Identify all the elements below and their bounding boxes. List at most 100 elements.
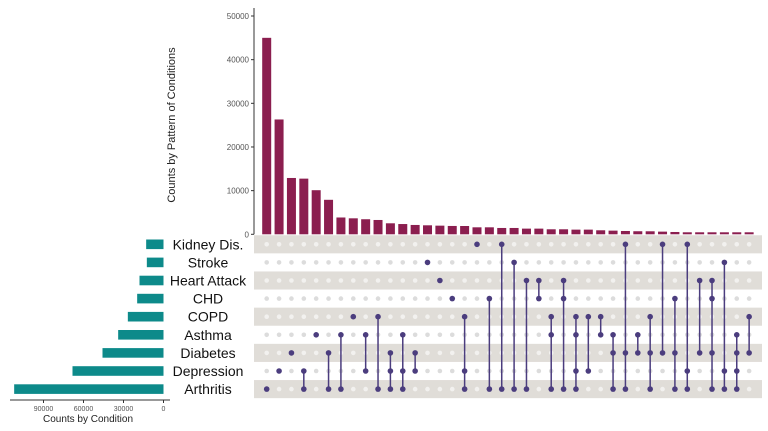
row-stripe: [254, 380, 762, 399]
matrix-dot-active: [523, 277, 530, 284]
matrix-dot-inactive: [338, 260, 344, 265]
intersection-bar: [583, 229, 593, 235]
matrix-dot-inactive: [449, 368, 455, 374]
intersection-bar: [348, 218, 358, 235]
matrix-dot-inactive: [326, 242, 331, 247]
intersection-bar: [299, 178, 309, 235]
matrix-dot-inactive: [301, 332, 307, 338]
matrix-dot-active: [696, 350, 703, 356]
matrix-dot-inactive: [313, 296, 319, 301]
matrix-dot-inactive: [363, 296, 368, 301]
matrix-dot-inactive: [647, 278, 653, 283]
matrix-dot-inactive: [573, 296, 579, 301]
matrix-dot-inactive: [536, 260, 542, 265]
matrix-dot-inactive: [697, 242, 702, 247]
matrix-dot-active: [474, 241, 480, 248]
set-labels: Kidney Dis. Stroke Heart Attack CHD COPD Asth…: [170, 236, 247, 397]
matrix-dot-inactive: [647, 260, 653, 265]
set-size-bar: [14, 384, 164, 394]
matrix-dot-inactive: [709, 242, 715, 247]
matrix-dot-inactive: [635, 242, 641, 247]
intersection-bar: [682, 232, 692, 235]
intersection-bar: [336, 217, 346, 235]
intersection-bar: [658, 231, 668, 235]
matrix-dot-inactive: [425, 296, 430, 301]
row-stripe: [254, 271, 762, 290]
matrix-dot-inactive: [276, 314, 282, 320]
intersection-bar: [620, 230, 630, 235]
intersection-bar: [546, 229, 556, 235]
set-label: Diabetes: [180, 345, 235, 361]
matrix-dot-inactive: [400, 314, 406, 320]
matrix-dot-inactive: [264, 314, 270, 320]
matrix-dot-inactive: [350, 350, 356, 356]
matrix-dot-active: [709, 386, 715, 392]
matrix-dot-inactive: [635, 368, 641, 374]
matrix-dot-inactive: [586, 296, 591, 301]
matrix-dot-inactive: [338, 242, 344, 247]
matrix-dot-inactive: [363, 278, 368, 283]
intersection-bar: [645, 231, 655, 235]
matrix-dot-active: [721, 259, 728, 266]
row-stripe: [254, 307, 762, 326]
matrix-dot-inactive: [548, 296, 554, 301]
matrix-dot-inactive: [363, 386, 368, 392]
matrix-dot-active: [585, 368, 592, 374]
matrix-dot-active: [412, 350, 418, 356]
intersection-bar: [385, 223, 395, 235]
set-label: Kidney Dis.: [173, 236, 244, 252]
matrix-dot-inactive: [350, 332, 356, 338]
matrix-dot-inactive: [487, 260, 492, 265]
matrix-dot-inactive: [561, 260, 566, 265]
matrix-dot-active: [350, 313, 357, 320]
matrix-dot-inactive: [635, 260, 641, 265]
matrix-dot-active: [672, 386, 678, 392]
matrix-dot-inactive: [536, 386, 542, 392]
intersection-bar: [719, 232, 729, 235]
matrix-dot-active: [461, 313, 468, 320]
matrix-dot-inactive: [697, 368, 702, 374]
matrix-dot-inactive: [412, 314, 418, 320]
matrix-dot-inactive: [635, 296, 641, 301]
matrix-dot-inactive: [474, 332, 480, 338]
matrix-dot-inactive: [289, 386, 294, 392]
matrix-dot-inactive: [276, 332, 282, 338]
matrix-dot-inactive: [487, 242, 492, 247]
matrix-dot-inactive: [350, 260, 356, 265]
matrix-dot-inactive: [313, 242, 319, 247]
matrix-dot-inactive: [276, 386, 282, 392]
intersection-bar: [571, 229, 581, 235]
matrix-dot-inactive: [610, 296, 616, 301]
matrix-dot-inactive: [598, 350, 603, 356]
matrix-dot-inactive: [264, 368, 270, 374]
intersection-bar: [398, 224, 408, 235]
intersection-bar: [262, 37, 272, 235]
set-label: Stroke: [188, 254, 229, 270]
intersection-bar: [608, 230, 618, 235]
x-tick-label: 90000: [34, 406, 54, 413]
matrix-dot-inactive: [449, 314, 455, 320]
matrix-dot-inactive: [301, 296, 307, 301]
intersection-bar: [744, 232, 754, 235]
x-tick-label: 30000: [114, 406, 134, 413]
matrix-dot-inactive: [326, 296, 331, 301]
matrix-dot-inactive: [412, 332, 418, 338]
matrix-dot-inactive: [697, 386, 702, 392]
matrix-dot-inactive: [425, 386, 430, 392]
matrix-dot-active: [437, 277, 443, 284]
intersection-bar: [497, 227, 507, 235]
matrix-dot-inactive: [264, 332, 270, 338]
matrix-dot-inactive: [610, 260, 616, 265]
matrix-dot-inactive: [437, 350, 443, 356]
matrix-dot-active: [412, 368, 418, 374]
matrix-dot-inactive: [647, 296, 653, 301]
matrix-dot-inactive: [462, 296, 467, 301]
matrix-dot-active: [746, 313, 752, 320]
matrix-dot-inactive: [264, 242, 270, 247]
matrix-dot-inactive: [474, 350, 480, 356]
matrix-dot-active: [709, 277, 715, 284]
matrix-dot-inactive: [536, 368, 542, 374]
matrix-dot-inactive: [635, 386, 641, 392]
matrix-dot-active: [338, 332, 344, 338]
